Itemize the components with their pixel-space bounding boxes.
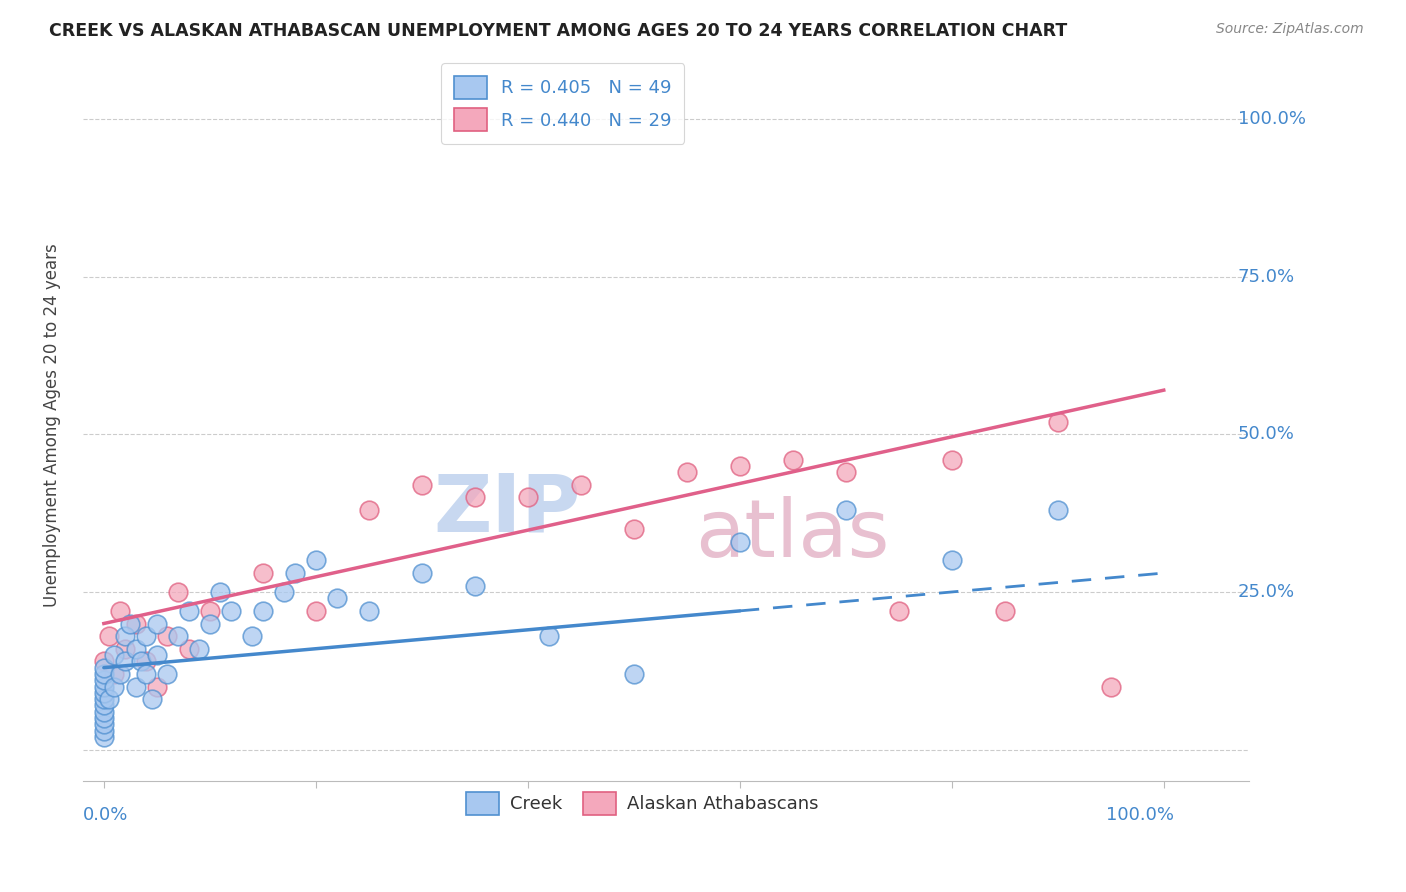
Point — [156, 667, 179, 681]
Point — [411, 566, 433, 580]
Point — [188, 641, 211, 656]
Point — [411, 477, 433, 491]
Text: 25.0%: 25.0% — [1237, 583, 1295, 601]
Point — [464, 491, 486, 505]
Point — [93, 711, 115, 725]
Point — [198, 616, 221, 631]
Text: 50.0%: 50.0% — [1237, 425, 1295, 443]
Point — [108, 667, 131, 681]
Point — [146, 680, 169, 694]
Point — [93, 673, 115, 688]
Point — [305, 553, 328, 567]
Point — [93, 705, 115, 719]
Point — [120, 616, 142, 631]
Point — [103, 667, 125, 681]
Point — [93, 717, 115, 731]
Point — [135, 629, 157, 643]
Point — [728, 534, 751, 549]
Point — [93, 654, 115, 668]
Text: 0.0%: 0.0% — [83, 806, 128, 824]
Point — [167, 629, 190, 643]
Point — [252, 566, 274, 580]
Point — [198, 604, 221, 618]
Point — [103, 680, 125, 694]
Point — [167, 585, 190, 599]
Point — [124, 680, 146, 694]
Point — [273, 585, 295, 599]
Point — [114, 641, 136, 656]
Point — [108, 604, 131, 618]
Point — [124, 641, 146, 656]
Point — [177, 604, 200, 618]
Point — [146, 616, 169, 631]
Point — [252, 604, 274, 618]
Point — [284, 566, 307, 580]
Point — [146, 648, 169, 662]
Point — [941, 553, 963, 567]
Point — [516, 491, 538, 505]
Point — [623, 667, 645, 681]
Point — [98, 692, 121, 706]
Point — [93, 686, 115, 700]
Point — [93, 723, 115, 738]
Point — [219, 604, 242, 618]
Point — [156, 629, 179, 643]
Point — [114, 654, 136, 668]
Point — [623, 522, 645, 536]
Point — [114, 629, 136, 643]
Point — [240, 629, 263, 643]
Point — [728, 458, 751, 473]
Point — [782, 452, 804, 467]
Point — [537, 629, 560, 643]
Point — [357, 604, 380, 618]
Point — [835, 503, 858, 517]
Point — [103, 648, 125, 662]
Text: ZIP: ZIP — [433, 471, 581, 549]
Point — [141, 692, 163, 706]
Text: CREEK VS ALASKAN ATHABASCAN UNEMPLOYMENT AMONG AGES 20 TO 24 YEARS CORRELATION C: CREEK VS ALASKAN ATHABASCAN UNEMPLOYMENT… — [49, 22, 1067, 40]
Text: 100.0%: 100.0% — [1107, 806, 1174, 824]
Point — [135, 667, 157, 681]
Point — [93, 692, 115, 706]
Text: Source: ZipAtlas.com: Source: ZipAtlas.com — [1216, 22, 1364, 37]
Point — [357, 503, 380, 517]
Point — [326, 591, 349, 606]
Point — [209, 585, 232, 599]
Point — [1099, 680, 1122, 694]
Point — [129, 654, 152, 668]
Point — [93, 660, 115, 674]
Point — [994, 604, 1017, 618]
Point — [569, 477, 592, 491]
Point — [124, 616, 146, 631]
Text: atlas: atlas — [696, 496, 890, 574]
Y-axis label: Unemployment Among Ages 20 to 24 years: Unemployment Among Ages 20 to 24 years — [44, 243, 60, 607]
Point — [675, 465, 697, 479]
Legend: Creek, Alaskan Athabascans: Creek, Alaskan Athabascans — [458, 784, 825, 822]
Point — [835, 465, 858, 479]
Point — [93, 730, 115, 744]
Point — [135, 654, 157, 668]
Point — [93, 667, 115, 681]
Point — [941, 452, 963, 467]
Point — [887, 604, 910, 618]
Point — [1046, 503, 1069, 517]
Point — [464, 579, 486, 593]
Text: 75.0%: 75.0% — [1237, 268, 1295, 285]
Text: 100.0%: 100.0% — [1237, 110, 1306, 128]
Point — [98, 629, 121, 643]
Point — [93, 680, 115, 694]
Point — [1046, 415, 1069, 429]
Point — [177, 641, 200, 656]
Point — [93, 698, 115, 713]
Point — [305, 604, 328, 618]
